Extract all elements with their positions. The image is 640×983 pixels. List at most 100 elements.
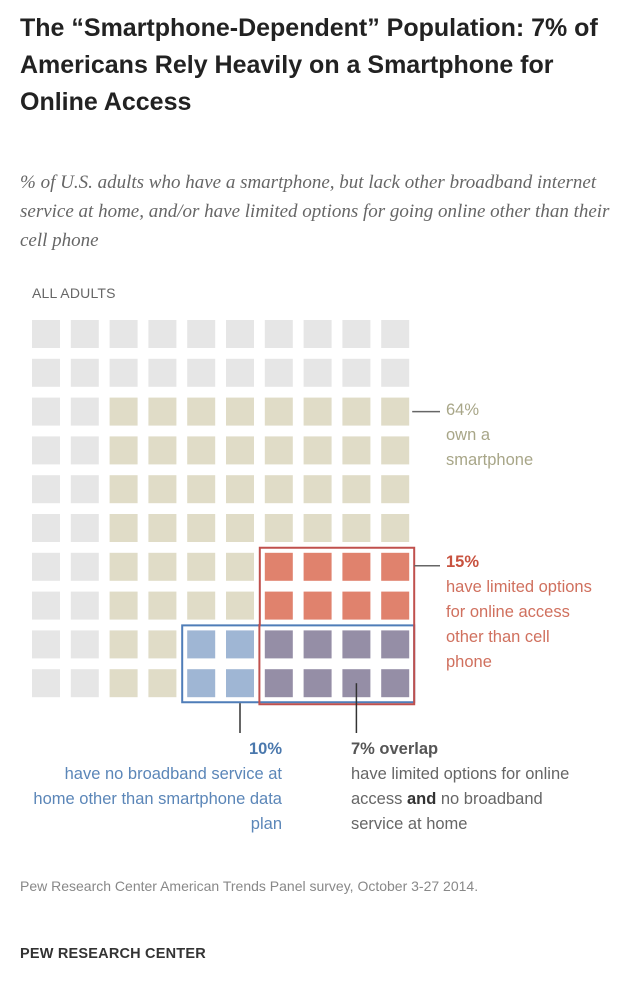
- limited-text: have limited options for online access o…: [446, 578, 592, 671]
- base-cell: [264, 358, 293, 387]
- smartphone-line2: smartphone: [446, 451, 534, 469]
- base-cell: [303, 320, 332, 348]
- smartphone-cell: [109, 397, 138, 426]
- no-broadband-cell: [187, 669, 216, 698]
- base-cell: [32, 358, 60, 387]
- base-cell: [70, 436, 99, 465]
- limited-options-cell: [342, 552, 371, 581]
- smartphone-cell: [342, 436, 371, 465]
- base-cell: [70, 591, 99, 620]
- base-cell: [70, 320, 99, 348]
- smartphone-line1: own a: [446, 426, 491, 444]
- smartphone-cell: [342, 514, 371, 542]
- no-broadband-outline: [181, 624, 416, 704]
- base-cell: [32, 436, 60, 465]
- overlap-cell: [381, 630, 410, 659]
- base-cell: [148, 320, 177, 348]
- smartphone-cell: [303, 436, 332, 465]
- base-cell: [70, 475, 99, 504]
- smartphone-cell: [187, 475, 216, 504]
- limited-options-cell: [264, 552, 293, 581]
- overlap-cell: [264, 669, 293, 698]
- base-cell: [342, 320, 371, 348]
- overlap-pct: 7% overlap: [351, 740, 439, 758]
- limited-pct: 15%: [446, 553, 480, 571]
- smartphone-cell: [264, 436, 293, 465]
- base-cell: [32, 320, 60, 348]
- overlap-text-b: no broadband service at home: [351, 790, 543, 833]
- smartphone-cell: [264, 475, 293, 504]
- smartphone-pct: 64%: [446, 401, 480, 419]
- base-cell: [226, 320, 254, 348]
- smartphone-cell: [109, 669, 138, 698]
- base-cell: [109, 320, 138, 348]
- smartphone-cell: [187, 552, 216, 581]
- base-cell: [70, 669, 99, 698]
- base-cell: [70, 514, 99, 542]
- smartphone-cell: [226, 591, 254, 620]
- smartphone-cell: [303, 397, 332, 426]
- chart-subtitle: % of U.S. adults who have a smartphone, …: [20, 172, 610, 251]
- smartphone-cell: [187, 591, 216, 620]
- base-cell: [109, 358, 138, 387]
- no-broadband-pct: 10%: [248, 740, 282, 758]
- smartphone-cell: [226, 475, 254, 504]
- smartphone-cell: [187, 436, 216, 465]
- base-cell: [226, 358, 254, 387]
- group-label: ALL ADULTS: [32, 285, 116, 301]
- smartphone-cell: [381, 475, 410, 504]
- smartphone-cell: [226, 397, 254, 426]
- base-cell: [381, 320, 410, 348]
- limited-options-cell: [381, 591, 410, 620]
- smartphone-cell: [342, 397, 371, 426]
- brand-footer: PEW RESEARCH CENTER: [20, 946, 206, 962]
- smartphone-cell: [303, 514, 332, 542]
- overlap-cell: [381, 669, 410, 698]
- smartphone-cell: [109, 514, 138, 542]
- no-broadband-cell: [187, 630, 216, 659]
- smartphone-cell: [148, 630, 177, 659]
- limited-options-cell: [303, 591, 332, 620]
- base-cell: [32, 669, 60, 698]
- smartphone-cell: [148, 475, 177, 504]
- smartphone-cell: [264, 514, 293, 542]
- base-cell: [32, 397, 60, 426]
- no-broadband-cell: [226, 630, 254, 659]
- base-cell: [32, 591, 60, 620]
- base-cell: [264, 320, 293, 348]
- chart-title: The “Smartphone-Dependent” Population: 7…: [20, 14, 598, 116]
- no-broadband-text: have no broadband service at home other …: [33, 765, 282, 833]
- smartphone-cell: [148, 669, 177, 698]
- base-cell: [381, 358, 410, 387]
- overlap-cell: [264, 630, 293, 659]
- smartphone-cell: [148, 514, 177, 542]
- smartphone-cell: [342, 475, 371, 504]
- base-cell: [303, 358, 332, 387]
- base-cell: [148, 358, 177, 387]
- base-cell: [32, 514, 60, 542]
- smartphone-cell: [381, 514, 410, 542]
- overlap-annotation: 7% overlap have limited options for onli…: [351, 737, 581, 837]
- limited-annotation: 15% have limited options for online acce…: [446, 550, 596, 675]
- base-cell: [187, 320, 216, 348]
- smartphone-cell: [109, 475, 138, 504]
- smartphone-cell: [187, 514, 216, 542]
- base-cell: [70, 397, 99, 426]
- overlap-cell: [303, 669, 332, 698]
- smartphone-cell: [381, 436, 410, 465]
- smartphone-cell: [109, 436, 138, 465]
- limited-options-cell: [264, 591, 293, 620]
- base-cell: [32, 552, 60, 581]
- base-cell: [342, 358, 371, 387]
- base-cell: [70, 358, 99, 387]
- smartphone-cell: [148, 552, 177, 581]
- limited-options-cell: [303, 552, 332, 581]
- smartphone-cell: [226, 552, 254, 581]
- base-cell: [32, 475, 60, 504]
- source-note: Pew Research Center American Trends Pane…: [20, 878, 479, 894]
- overlap-cell: [342, 630, 371, 659]
- smartphone-cell: [264, 397, 293, 426]
- smartphone-cell: [381, 397, 410, 426]
- overlap-cell: [303, 630, 332, 659]
